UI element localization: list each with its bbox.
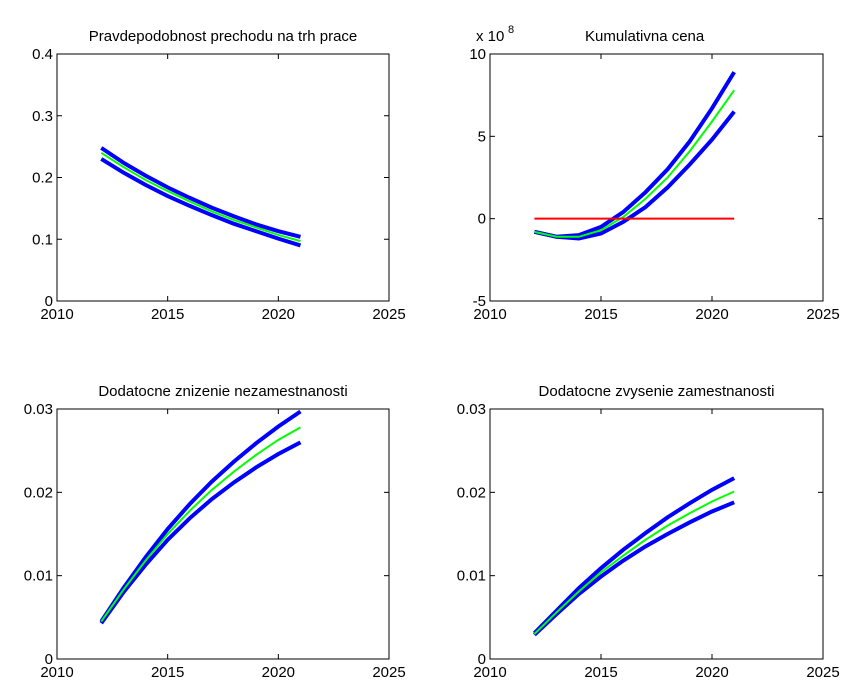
series-line — [533, 490, 735, 635]
plot-area — [56, 53, 390, 302]
axis-multiplier-exponent: 8 — [508, 24, 514, 36]
x-tick-label: 2025 — [806, 664, 839, 681]
y-tick-label: 0.03 — [457, 401, 486, 418]
x-tick-label: 2025 — [372, 306, 405, 323]
series-line — [100, 146, 301, 239]
chart-title: Dodatocne zvysenie zamestnanosti — [539, 383, 775, 400]
plot-area — [56, 408, 390, 660]
y-tick-label: 10 — [469, 46, 486, 63]
x-tick-label: 2020 — [262, 306, 295, 323]
x-tick-label: 2020 — [695, 306, 728, 323]
x-tick-label: 2015 — [584, 306, 617, 323]
subplot: 0 0.01 0.02 0.03 2010 2015 2020 2025 Dodatocne z… — [24, 383, 406, 681]
y-tick-label: 5 — [478, 128, 486, 145]
series-line — [533, 500, 735, 637]
subplot: -5 0 5 10 2010 2015 2020 2025 x 10 8 Kumulativna c… — [469, 24, 839, 323]
y-tick-label: 0.2 — [32, 170, 53, 187]
axis-multiplier: x 10 — [476, 28, 504, 45]
y-tick-label: 0.02 — [457, 484, 486, 501]
chart-title: Pravdepodobnost prechodu na trh prace — [89, 28, 358, 45]
x-tick-label: 2020 — [695, 664, 728, 681]
y-tick-label: 0.02 — [24, 484, 53, 501]
series-line — [100, 157, 302, 248]
y-tick-label: 0.03 — [24, 401, 53, 418]
y-tick-label: -5 — [473, 293, 486, 310]
series-line — [532, 476, 736, 635]
y-tick-label: 0 — [45, 651, 53, 668]
subplot: 0 0.01 0.02 0.03 2010 2015 2020 2025 Dodatocne z… — [457, 383, 840, 681]
x-tick-label: 2015 — [584, 664, 617, 681]
x-tick-label: 2015 — [151, 664, 184, 681]
series-line — [100, 151, 301, 243]
y-tick-label: 0 — [478, 651, 486, 668]
x-tick-label: 2020 — [262, 664, 295, 681]
plot-area — [489, 53, 824, 302]
chart-title: Dodatocne znizenie nezamestnanosti — [98, 383, 347, 400]
x-tick-label: 2015 — [151, 306, 184, 323]
series-line — [99, 409, 302, 623]
plot-area — [489, 408, 824, 660]
y-tick-label: 0.01 — [24, 568, 53, 585]
x-tick-label: 2010 — [40, 664, 73, 681]
y-tick-label: 0.1 — [32, 231, 53, 248]
x-tick-label: 2025 — [372, 664, 405, 681]
y-tick-label: 0 — [45, 293, 53, 310]
chart-title: Kumulativna cena — [585, 28, 705, 45]
y-tick-label: 0.3 — [32, 108, 53, 125]
subplot: 0 0.1 0.2 0.3 0.4 2010 2015 2020 2025 Pravdepodob… — [32, 28, 406, 323]
y-tick-label: 0 — [478, 211, 486, 228]
series-line — [534, 89, 736, 238]
y-tick-label: 0.01 — [457, 568, 486, 585]
y-tick-label: 0.4 — [32, 46, 53, 63]
x-tick-label: 2010 — [473, 306, 506, 323]
series-line — [99, 440, 302, 625]
x-tick-label: 2025 — [806, 306, 839, 323]
x-tick-label: 2010 — [473, 664, 506, 681]
x-tick-label: 2010 — [40, 306, 73, 323]
series-line — [100, 426, 301, 623]
